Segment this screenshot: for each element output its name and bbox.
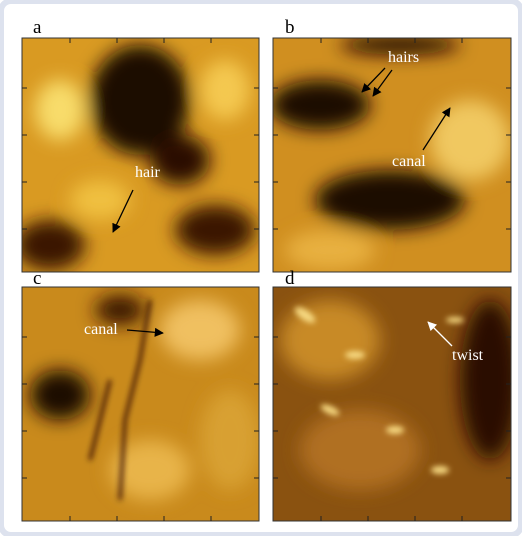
panel-label: c (33, 268, 41, 289)
annotation: hair (135, 164, 161, 181)
image-b (270, 35, 511, 272)
panel-label: d (285, 268, 295, 289)
annotation: canal (84, 321, 118, 338)
annotation: canal (392, 153, 426, 170)
annotation: twist (452, 347, 484, 364)
panel-label: b (285, 17, 295, 38)
panel-label: a (33, 17, 42, 38)
image-c (22, 287, 260, 521)
image-d (273, 287, 520, 521)
annotation: hairs (388, 49, 419, 66)
figure: a b c d hair hairs canal canal twist (0, 0, 522, 536)
image-a (15, 38, 259, 272)
page: {"panels":[ {"label":"a","annotations":[… (0, 0, 522, 536)
